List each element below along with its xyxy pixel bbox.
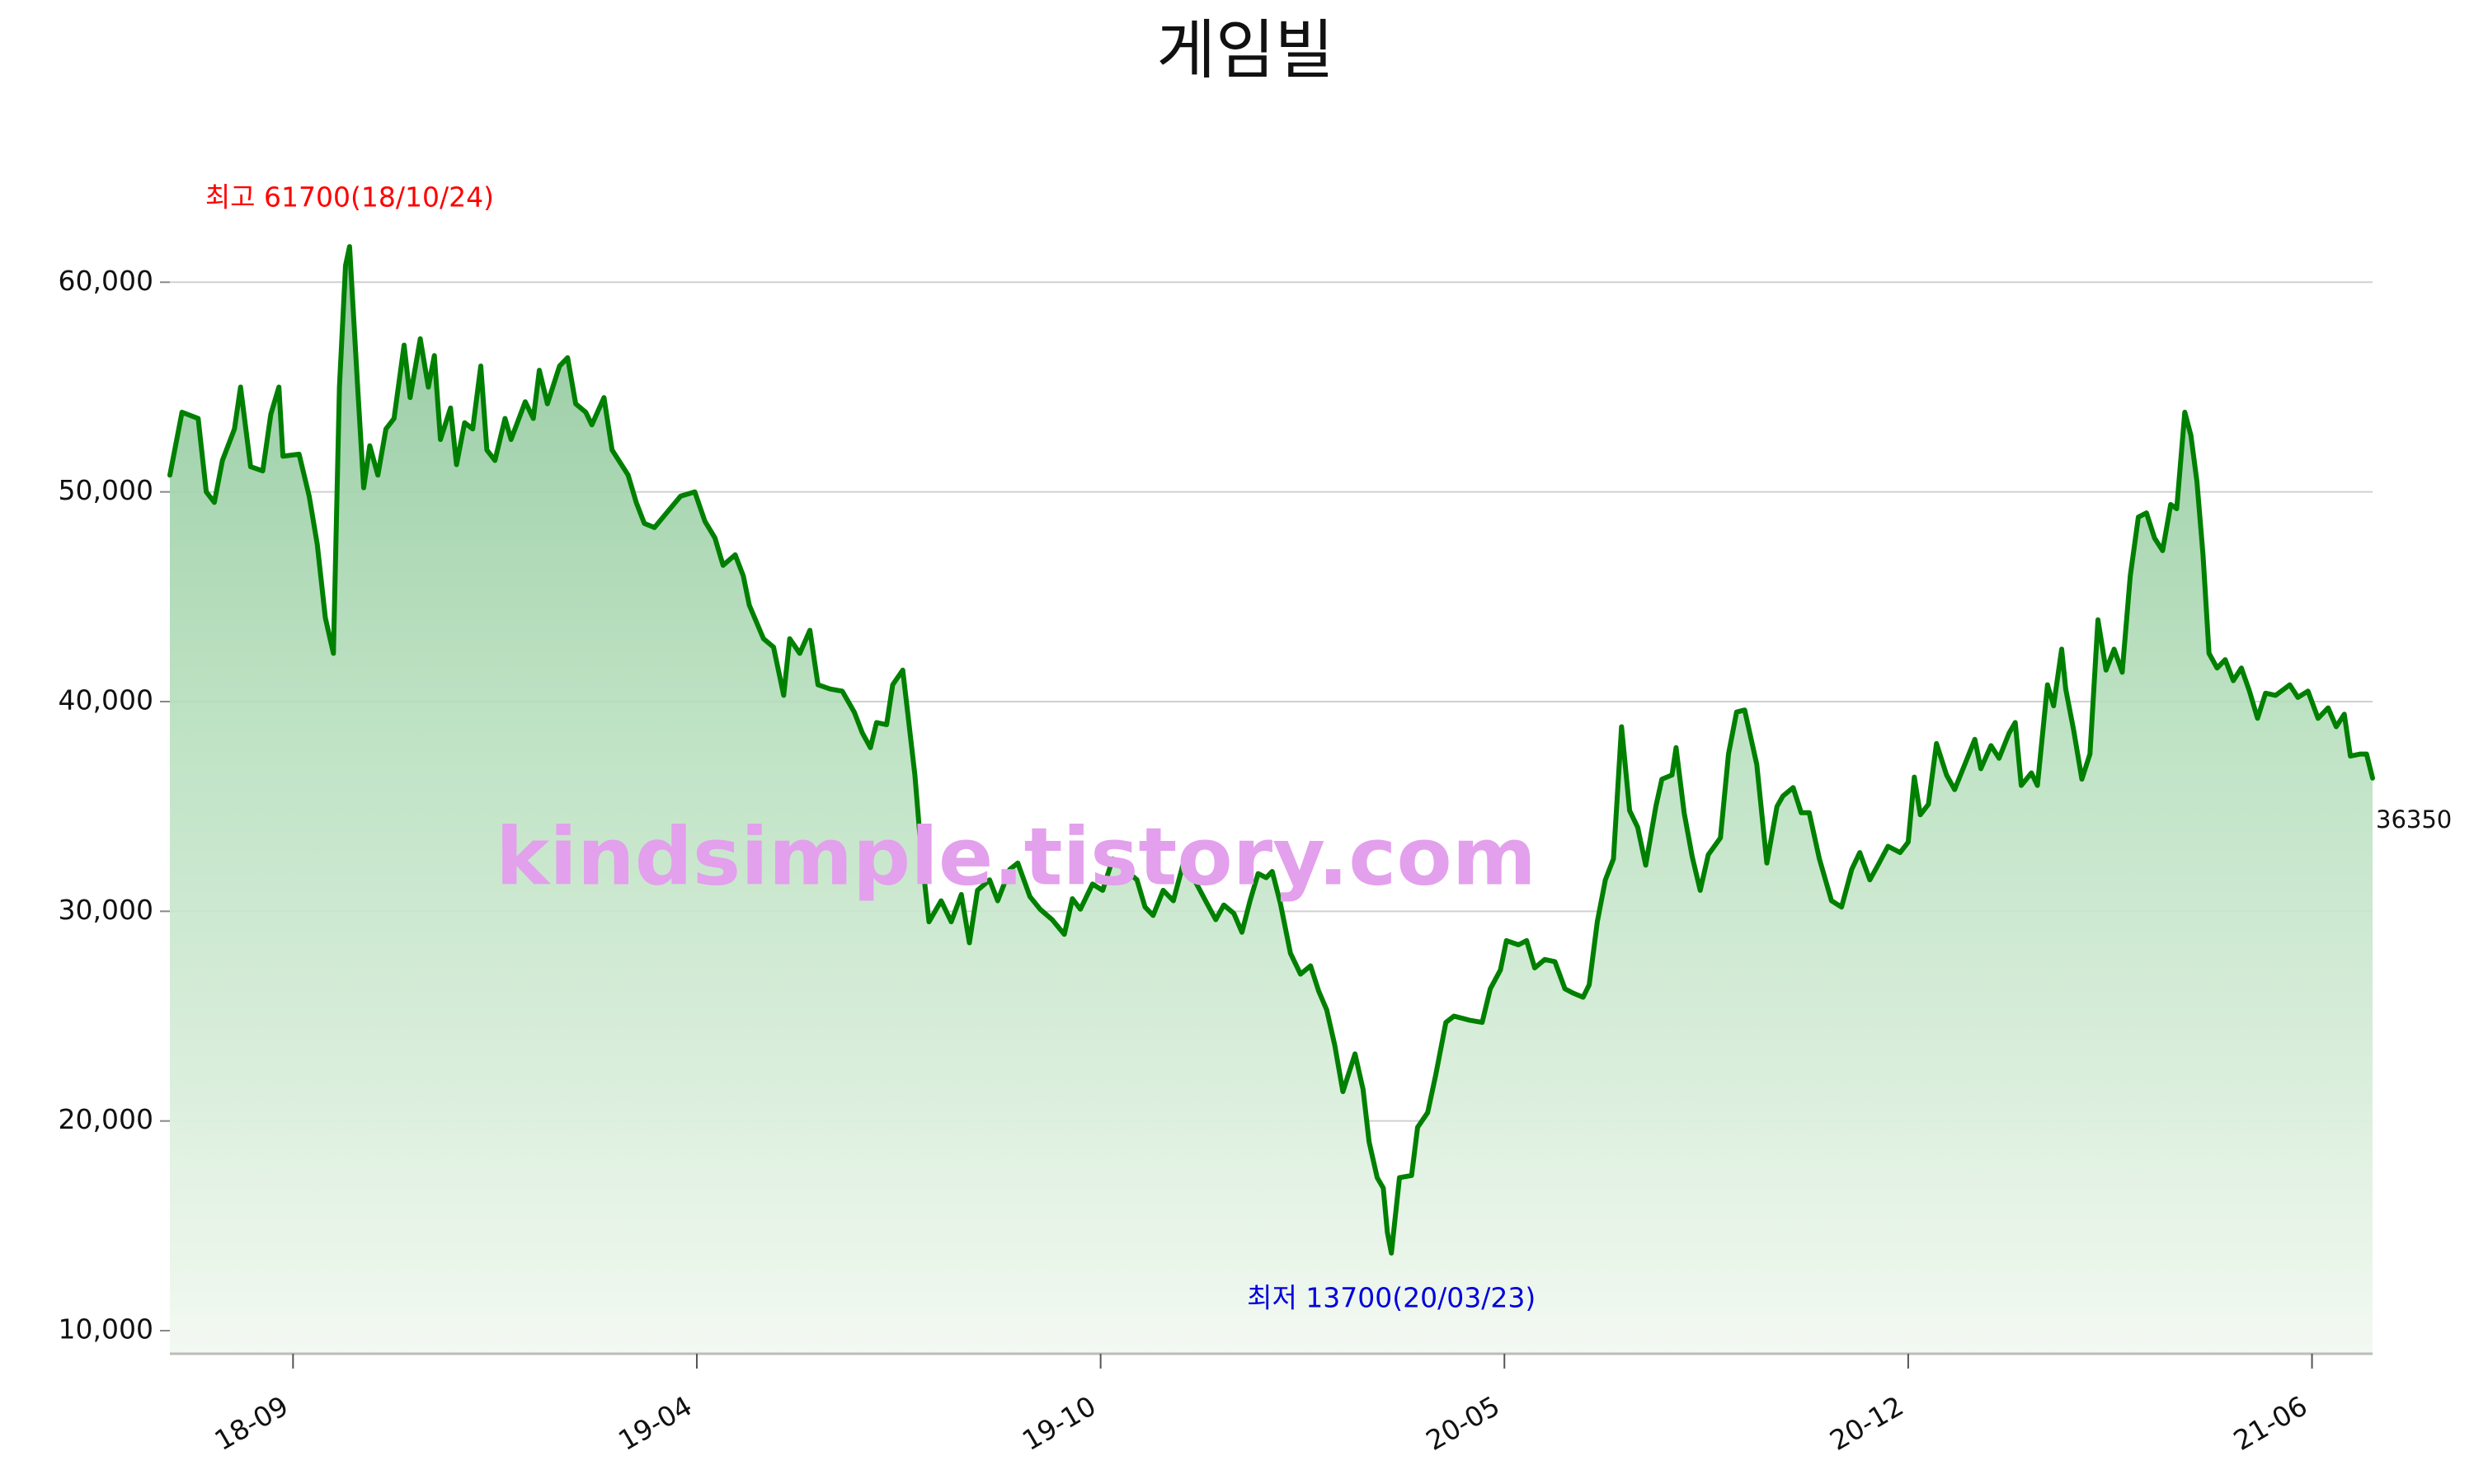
- chart-title: 게임빌: [1156, 13, 1333, 87]
- plot: [167, 244, 2375, 1355]
- y-tick-label: 30,000: [59, 894, 153, 926]
- x-tick-label: 20-05: [1420, 1389, 1505, 1457]
- area: [170, 247, 2373, 1355]
- y-tick-label: 20,000: [59, 1103, 153, 1135]
- axes: [160, 281, 2373, 1369]
- x-tick-label: 20-12: [1824, 1389, 1909, 1457]
- x-tick-label: 19-04: [613, 1389, 698, 1457]
- price-line: [167, 244, 2375, 1256]
- y-tick-label: 10,000: [59, 1313, 153, 1345]
- y-tick-label: 40,000: [59, 683, 153, 716]
- annotation: 최고 61700(18/10/24): [205, 181, 494, 214]
- y-tick-label: 60,000: [59, 265, 153, 297]
- x-tick-label: 21-06: [2228, 1389, 2313, 1457]
- labels: 10,000 20,000 30,000 40,000 50,000 60,000 18-0…: [59, 181, 2453, 1458]
- last-value-label: 36350: [2376, 805, 2452, 834]
- annotation: 최저 13700(20/03/23): [1247, 1281, 1536, 1313]
- watermark: kindsimple.tistory.com: [496, 810, 1536, 903]
- x-tick-label: 18-09: [209, 1389, 294, 1457]
- x-tick-label: 19-10: [1017, 1389, 1102, 1457]
- y-tick-label: 50,000: [59, 474, 153, 506]
